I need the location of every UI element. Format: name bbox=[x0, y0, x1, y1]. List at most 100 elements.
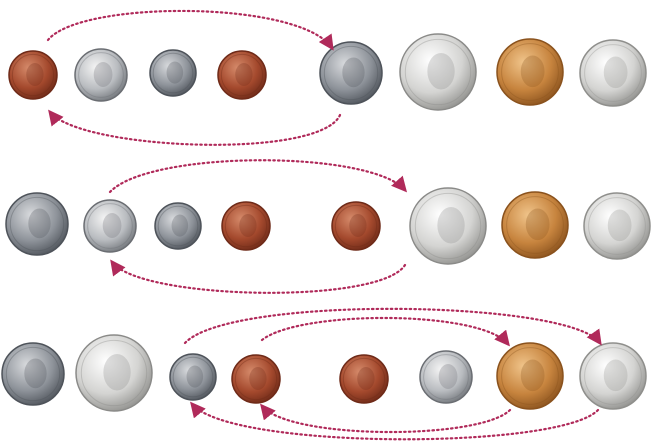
coin-face bbox=[501, 191, 569, 259]
coin bbox=[5, 192, 69, 256]
coin-portrait bbox=[525, 208, 550, 241]
coin-rim bbox=[152, 52, 194, 94]
coin bbox=[496, 38, 564, 106]
coin-face bbox=[75, 334, 153, 412]
coin-face bbox=[5, 192, 69, 256]
coin-portrait bbox=[357, 367, 375, 391]
arrows bbox=[46, 9, 602, 441]
coin bbox=[496, 342, 564, 410]
coin-portrait bbox=[520, 55, 545, 88]
arrow bbox=[260, 316, 510, 347]
coin-face bbox=[496, 342, 564, 410]
coin-portrait bbox=[26, 62, 44, 87]
arrow bbox=[46, 9, 334, 51]
coin-portrait bbox=[239, 214, 257, 238]
coin-portrait bbox=[186, 365, 204, 388]
coin bbox=[339, 354, 389, 404]
coin-portrait bbox=[102, 213, 122, 238]
coin-portrait bbox=[103, 354, 131, 391]
arrow bbox=[190, 401, 600, 441]
arrow bbox=[108, 159, 408, 194]
coin-face bbox=[1, 342, 65, 406]
coin-rim bbox=[220, 53, 264, 97]
coin-face bbox=[409, 187, 487, 265]
coin-rim bbox=[234, 357, 278, 401]
coin-face bbox=[339, 354, 389, 404]
coin-rim bbox=[323, 45, 379, 101]
arrow bbox=[48, 109, 342, 146]
coin-face bbox=[169, 353, 217, 401]
coin-rim bbox=[342, 357, 386, 401]
coin bbox=[419, 350, 473, 404]
coin-face bbox=[579, 342, 647, 410]
coin-portrait bbox=[249, 367, 267, 391]
coin-rim bbox=[9, 196, 65, 252]
coin-rim bbox=[501, 347, 559, 405]
coin-portrait bbox=[607, 209, 632, 242]
coin-face bbox=[496, 38, 564, 106]
coin-portrait bbox=[28, 208, 51, 239]
coin bbox=[149, 49, 197, 97]
coin bbox=[83, 199, 137, 253]
coin-rim bbox=[588, 197, 646, 255]
coin-face bbox=[83, 199, 137, 253]
coin bbox=[331, 201, 381, 251]
coin-face bbox=[319, 41, 383, 105]
coin-portrait bbox=[603, 56, 628, 89]
coin-face bbox=[221, 201, 271, 251]
coin-rim bbox=[334, 204, 378, 248]
coin-rim bbox=[501, 43, 559, 101]
coins bbox=[1, 33, 651, 412]
coin-face bbox=[217, 50, 267, 100]
arrow bbox=[183, 307, 602, 346]
coin-face bbox=[74, 48, 128, 102]
coin-rim bbox=[224, 204, 268, 248]
coin-portrait bbox=[93, 62, 113, 87]
coin bbox=[409, 187, 487, 265]
coin bbox=[319, 41, 383, 105]
coin-portrait bbox=[171, 214, 189, 237]
coin-portrait bbox=[438, 364, 458, 389]
coin bbox=[154, 202, 202, 250]
coin bbox=[169, 353, 217, 401]
coin bbox=[8, 50, 58, 100]
coin-rim bbox=[5, 346, 61, 402]
coin bbox=[75, 334, 153, 412]
coin bbox=[231, 354, 281, 404]
coin-rim bbox=[78, 52, 124, 98]
coin-rim bbox=[584, 44, 642, 102]
coin-rim bbox=[506, 196, 564, 254]
coin-rim bbox=[404, 38, 472, 106]
coin-portrait bbox=[166, 61, 184, 84]
coin-face bbox=[331, 201, 381, 251]
coin-portrait bbox=[520, 359, 545, 392]
coin-face bbox=[419, 350, 473, 404]
coin-rim bbox=[11, 53, 55, 97]
coin bbox=[1, 342, 65, 406]
coin-face bbox=[231, 354, 281, 404]
coin-rim bbox=[414, 192, 482, 260]
coin bbox=[579, 39, 647, 107]
coin-rim bbox=[423, 354, 469, 400]
coin-portrait bbox=[437, 207, 465, 244]
coin-face bbox=[579, 39, 647, 107]
coin-portrait bbox=[24, 358, 47, 389]
coin bbox=[579, 342, 647, 410]
coin-face bbox=[154, 202, 202, 250]
coin-face bbox=[149, 49, 197, 97]
coin-rim bbox=[172, 356, 214, 398]
coin bbox=[217, 50, 267, 100]
coin-rim bbox=[80, 339, 148, 407]
coin-rim bbox=[87, 203, 133, 249]
arrow bbox=[110, 259, 407, 294]
coin-portrait bbox=[427, 53, 455, 90]
coin bbox=[399, 33, 477, 111]
coin-face bbox=[8, 50, 58, 100]
coin-rim bbox=[584, 347, 642, 405]
coin-portrait bbox=[342, 57, 365, 88]
coin bbox=[74, 48, 128, 102]
arrow bbox=[260, 403, 512, 434]
coin-portrait bbox=[603, 359, 628, 392]
